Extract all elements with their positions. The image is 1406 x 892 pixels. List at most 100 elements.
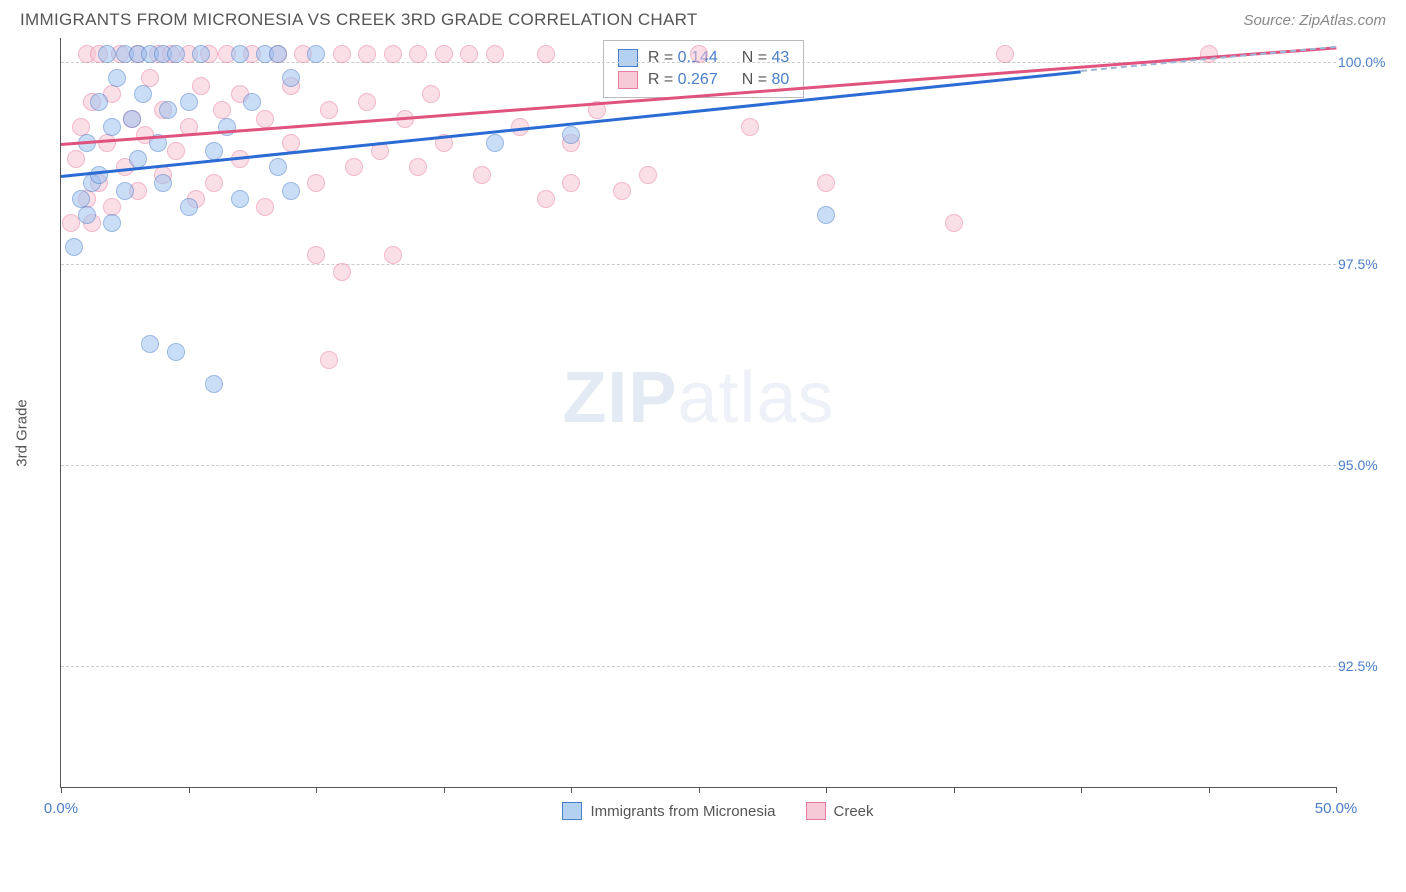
scatter-point	[690, 45, 708, 63]
x-tick	[826, 787, 827, 793]
scatter-point	[192, 77, 210, 95]
scatter-point	[639, 166, 657, 184]
y-tick-label: 92.5%	[1338, 658, 1386, 674]
scatter-point	[192, 45, 210, 63]
scatter-point	[435, 45, 453, 63]
scatter-point	[103, 118, 121, 136]
x-tick	[1209, 787, 1210, 793]
scatter-point	[384, 246, 402, 264]
chart-header: IMMIGRANTS FROM MICRONESIA VS CREEK 3RD …	[0, 0, 1406, 38]
trend-line	[61, 70, 1081, 177]
scatter-point	[167, 142, 185, 160]
scatter-point	[78, 206, 96, 224]
scatter-point	[460, 45, 478, 63]
legend-item-blue: Immigrants from Micronesia	[562, 802, 775, 820]
scatter-point	[205, 142, 223, 160]
scatter-point	[409, 45, 427, 63]
scatter-point	[320, 101, 338, 119]
scatter-point	[282, 134, 300, 152]
gridline	[61, 264, 1336, 265]
scatter-point	[67, 150, 85, 168]
stats-row-pink: R = 0.267 N = 80	[618, 69, 789, 91]
chart-source: Source: ZipAtlas.com	[1243, 12, 1386, 29]
y-tick-label: 97.5%	[1338, 256, 1386, 272]
gridline	[61, 465, 1336, 466]
scatter-point	[90, 93, 108, 111]
scatter-point	[98, 134, 116, 152]
scatter-point	[90, 166, 108, 184]
scatter-point	[243, 93, 261, 111]
chart-title: IMMIGRANTS FROM MICRONESIA VS CREEK 3RD …	[20, 10, 698, 30]
scatter-point	[129, 150, 147, 168]
legend-item-pink: Creek	[806, 802, 874, 820]
scatter-point	[269, 158, 287, 176]
scatter-point	[141, 335, 159, 353]
x-tick	[1336, 787, 1337, 793]
scatter-point	[320, 351, 338, 369]
scatter-point	[562, 174, 580, 192]
x-tick	[571, 787, 572, 793]
swatch-pink-icon	[618, 71, 638, 89]
scatter-point	[358, 45, 376, 63]
plot-area: ZIPatlas R = 0.144 N = 43 R = 0.267 N = …	[60, 38, 1336, 788]
scatter-point	[333, 263, 351, 281]
scatter-point	[116, 182, 134, 200]
scatter-point	[256, 198, 274, 216]
legend-label-blue: Immigrants from Micronesia	[590, 803, 775, 820]
gridline	[61, 666, 1336, 667]
watermark: ZIPatlas	[562, 357, 834, 439]
scatter-point	[123, 110, 141, 128]
n-value-blue: 43	[772, 49, 790, 66]
x-tick	[954, 787, 955, 793]
scatter-point	[180, 93, 198, 111]
scatter-point	[486, 45, 504, 63]
scatter-point	[205, 174, 223, 192]
scatter-point	[167, 343, 185, 361]
scatter-point	[409, 158, 427, 176]
y-axis-title: 3rd Grade	[14, 399, 31, 467]
x-tick	[189, 787, 190, 793]
scatter-point	[562, 126, 580, 144]
scatter-point	[996, 45, 1014, 63]
y-tick-label: 100.0%	[1338, 54, 1386, 70]
chart-container: 3rd Grade ZIPatlas R = 0.144 N = 43 R = …	[50, 38, 1386, 828]
scatter-point	[103, 214, 121, 232]
scatter-point	[154, 174, 172, 192]
scatter-point	[282, 182, 300, 200]
scatter-point	[345, 158, 363, 176]
scatter-point	[98, 45, 116, 63]
x-tick	[699, 787, 700, 793]
scatter-point	[741, 118, 759, 136]
scatter-point	[282, 69, 300, 87]
x-tick	[316, 787, 317, 793]
scatter-point	[613, 182, 631, 200]
scatter-point	[65, 238, 83, 256]
r-value-pink: 0.267	[678, 71, 718, 88]
scatter-point	[231, 190, 249, 208]
scatter-point	[269, 45, 287, 63]
scatter-point	[167, 45, 185, 63]
scatter-point	[333, 45, 351, 63]
bottom-legend: Immigrants from Micronesia Creek	[50, 802, 1386, 820]
y-tick-label: 95.0%	[1338, 457, 1386, 473]
scatter-point	[134, 85, 152, 103]
scatter-point	[537, 45, 555, 63]
scatter-point	[256, 110, 274, 128]
scatter-point	[817, 206, 835, 224]
n-value-pink: 80	[772, 71, 790, 88]
scatter-point	[205, 375, 223, 393]
scatter-point	[945, 214, 963, 232]
legend-swatch-pink-icon	[806, 802, 826, 820]
scatter-point	[486, 134, 504, 152]
x-tick	[1081, 787, 1082, 793]
scatter-point	[180, 198, 198, 216]
legend-label-pink: Creek	[834, 803, 874, 820]
scatter-point	[307, 246, 325, 264]
scatter-point	[358, 93, 376, 111]
scatter-point	[422, 85, 440, 103]
scatter-point	[307, 174, 325, 192]
scatter-point	[384, 45, 402, 63]
scatter-point	[817, 174, 835, 192]
scatter-point	[159, 101, 177, 119]
x-tick	[61, 787, 62, 793]
